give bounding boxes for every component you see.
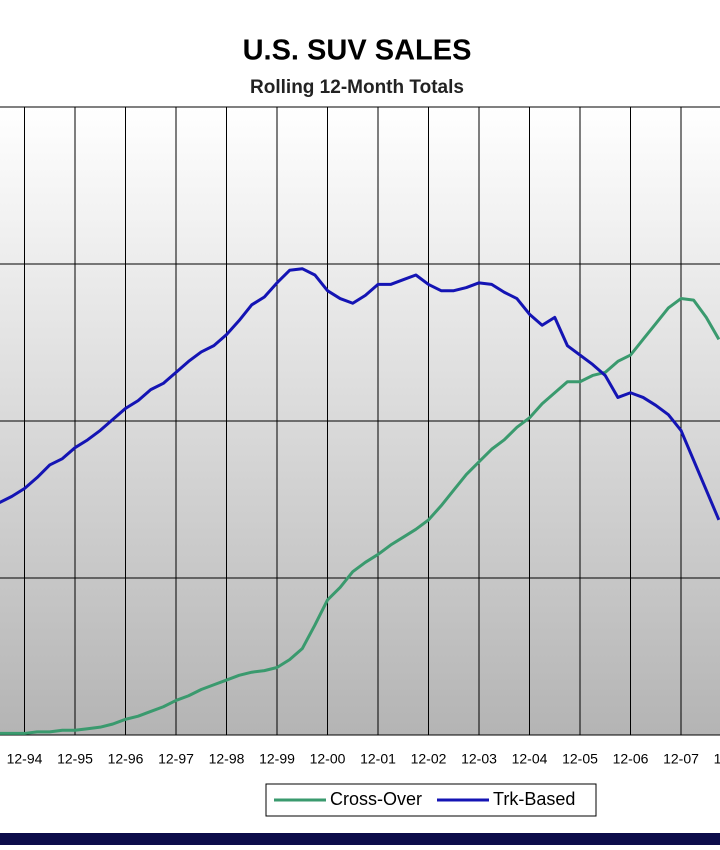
x-tick-label: 12-03 (461, 751, 497, 767)
x-tick-label: 12-94 (7, 751, 43, 767)
legend-label: Cross-Over (330, 789, 422, 809)
footer-bar (0, 833, 720, 845)
x-tick-label: 12-01 (360, 751, 396, 767)
x-tick-label: 12-97 (158, 751, 194, 767)
x-tick-label: 12-02 (411, 751, 447, 767)
x-tick-label: 12-04 (512, 751, 548, 767)
x-tick-label: 12-99 (259, 751, 295, 767)
x-tick-label: 12-08 (714, 751, 720, 767)
x-tick-label: 12-98 (209, 751, 245, 767)
x-tick-label: 12-00 (310, 751, 346, 767)
x-tick-label: 12-95 (57, 751, 93, 767)
chart-title: U.S. SUV SALES (243, 35, 472, 67)
series-line (0, 267, 720, 521)
x-tick-label: 12-07 (663, 751, 699, 767)
chart-subtitle: Rolling 12-Month Totals (250, 77, 464, 98)
x-tick-label: 12-05 (562, 751, 598, 767)
legend-label: Trk-Based (493, 789, 575, 809)
x-tick-label: 12-96 (108, 751, 144, 767)
series-line (0, 297, 720, 735)
x-tick-label: 12-06 (613, 751, 649, 767)
